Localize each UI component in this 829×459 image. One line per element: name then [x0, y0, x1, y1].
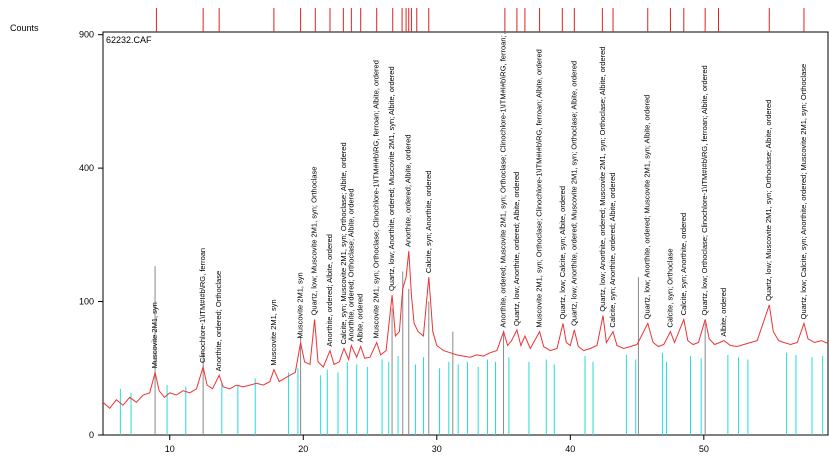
peak-label: Albite, ordered: [356, 294, 365, 343]
peak-label: Muscovite 2M1, syn: [269, 299, 278, 365]
y-axis-label: Counts: [10, 23, 39, 33]
y-tick-label: 900: [79, 30, 94, 40]
x-tick-label: 10: [165, 444, 175, 454]
diffraction-pattern: [103, 251, 829, 410]
peak-label: Quartz, low; Anorthite, ordered; Albite,…: [512, 172, 521, 326]
peak-label: Quartz, low; Calcite, syn; Albite, order…: [558, 186, 567, 319]
peak-label: Quartz, low; Anorthite, ordered; Muscovi…: [643, 95, 652, 320]
x-tick-label: 30: [432, 444, 442, 454]
peak-label: Albite, ordered: [719, 288, 728, 337]
peak-label: Quartz, low; Muscovite 2M1, syn; Orthocl…: [764, 100, 773, 301]
peak-label: Quartz, low; Calcite, syn; Anorthite, or…: [799, 64, 808, 320]
peak-label: Anorthite, ordered; Orthoclase; Albite, …: [346, 188, 355, 341]
peak-label: Muscovite 2M1, syn; Orthoclase; Clinochl…: [372, 60, 381, 338]
peak-label: Calcite, syn; Anorthite, ordered: [679, 213, 688, 316]
peak-label: Calcite, syn; Anorthite, ordered: [424, 171, 433, 274]
peak-label: Quartz, low; Anorthite, ordered; Muscovi…: [387, 66, 396, 291]
peak-label: Quartz, low; Anorthite, ordered; Muscovi…: [598, 47, 607, 312]
peak-label: Quartz, low; Anorthite, ordered; Muscovi…: [569, 61, 578, 326]
x-tick-label: 50: [699, 444, 709, 454]
peak-label: Quartz, low; Orthoclase; Clinochlore-1\I…: [700, 65, 709, 315]
plot-frame: [102, 31, 829, 436]
plot-area: Muscovite 2M1, syn Clinochlore-1\ITM#I#b\…: [103, 0, 829, 435]
y-tick-label: 0: [89, 430, 94, 440]
peak-label: Quartz, low; Muscovite 2M1, syn; Orthocl…: [310, 167, 319, 316]
peak-label: Anorthite, ordered; Albite, ordered: [325, 234, 334, 347]
peak-label: Calcite, syn; Orthoclase: [665, 248, 674, 327]
axes: 0 100 400 900 10 20 30 40 50: [79, 30, 709, 454]
peak-label: Clinochlore-1\ITM#I#b\RG, ferroan: [198, 248, 207, 363]
peak-label: Muscovite 2M1, syn: [296, 272, 305, 338]
peak-label: Anorthite, ordered; Albite, ordered: [404, 134, 413, 247]
peak-label: Muscovite 2M1, syn; Orthoclase; Clinochl…: [535, 49, 544, 327]
y-tick-label: 400: [79, 163, 94, 173]
peak-label: Calcite, syn; Muscovite 2M1, syn; Orthoc…: [339, 142, 348, 344]
x-tick-label: 40: [565, 444, 575, 454]
file-name: 62232.CAF: [106, 35, 152, 45]
peak-label: Muscovite 2M1, syn: [150, 302, 159, 368]
x-tick-label: 20: [298, 444, 308, 454]
peak-label: Calcite, syn; Anorthite, ordered; Albite…: [608, 173, 617, 328]
reference-peaks: [155, 8, 805, 32]
y-tick-label: 100: [79, 297, 94, 307]
peak-label: Anorthite, ordered; Muscovite 2M1, syn; …: [499, 0, 508, 328]
peak-label: Anorthite, ordered; Orthoclase: [214, 271, 223, 371]
